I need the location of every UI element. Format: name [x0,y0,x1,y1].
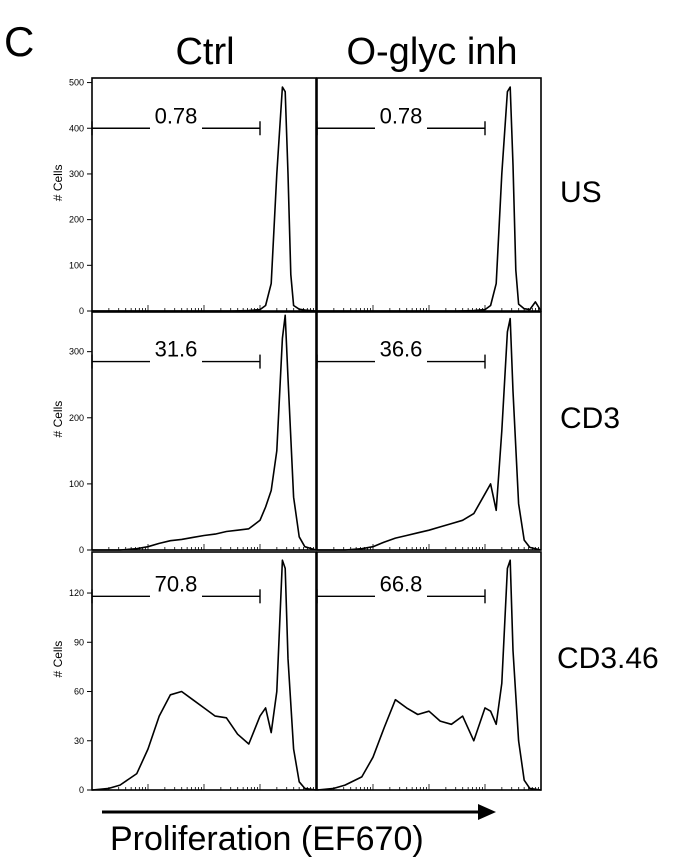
plot-frame [316,551,542,791]
gate-percentage-label: 0.78 [380,103,423,128]
y-tick-label: 60 [74,687,84,697]
gate-label-backdrop [375,358,427,365]
y-tick-label: 300 [69,169,84,179]
plot-frame [316,77,542,312]
y-axis-label: # Cells [51,165,65,202]
histogram-line [92,314,317,551]
histogram-cd346-ctrl: 0 30 60 90 120 # Cells 70.8 [51,551,317,795]
x-axis-label: Proliferation (EF670) [110,820,424,858]
gate-percentage-label: 70.8 [155,571,198,596]
y-tick-label: 120 [69,588,84,598]
panel-letter: C [4,18,34,65]
histogram-cd346-oglyc: 66.8 [316,551,542,791]
y-axis-label: # Cells [51,401,65,438]
y-tick-label: 0 [79,306,84,316]
y-tick-label: 200 [69,215,84,225]
y-tick-label: 90 [74,637,84,647]
histogram-cd3-ctrl: 0 100 200 300 # Cells 31.6 [51,311,317,555]
row-label-us: US [560,176,602,209]
gate-label-backdrop [375,125,427,132]
y-tick-label: 500 [69,78,84,88]
plot-frame [91,77,317,312]
y-tick-label: 400 [69,123,84,133]
gate-percentage-label: 0.78 [155,103,198,128]
histogram-line [316,559,542,791]
gate-label-backdrop [150,125,202,132]
histogram-us-oglyc: 0.78 [316,77,542,312]
y-tick-label: 300 [69,347,84,357]
plot-frame [316,311,542,551]
y-tick-label: 100 [69,479,84,489]
x-axis-arrow [102,804,496,820]
histogram-line [317,86,542,312]
gate-percentage-label: 66.8 [380,571,423,596]
histogram-us-ctrl: 0 100 200 300 400 500 # Cells 0.78 [51,77,317,316]
plot-frame [91,551,317,791]
gate-label-backdrop [150,593,202,600]
gate-label-backdrop [150,358,202,365]
y-tick-label: 100 [69,260,84,270]
row-label-cd346: CD3.46 [557,642,659,675]
histogram-line [92,86,317,312]
column-label-ctrl: Ctrl [175,31,234,73]
y-tick-label: 200 [69,413,84,423]
histogram-line [91,559,317,791]
histogram-cd3-oglyc: 36.6 [316,311,542,551]
histogram-line [317,317,542,551]
y-tick-label: 0 [79,545,84,555]
y-tick-label: 0 [79,785,84,795]
column-label-oglyc: O-glyc inh [346,31,517,73]
gate-percentage-label: 31.6 [155,337,198,362]
gate-percentage-label: 36.6 [380,337,423,362]
gate-label-backdrop [375,593,427,600]
y-axis-label: # Cells [51,641,65,678]
row-label-cd3: CD3 [560,402,620,435]
y-tick-label: 30 [74,736,84,746]
